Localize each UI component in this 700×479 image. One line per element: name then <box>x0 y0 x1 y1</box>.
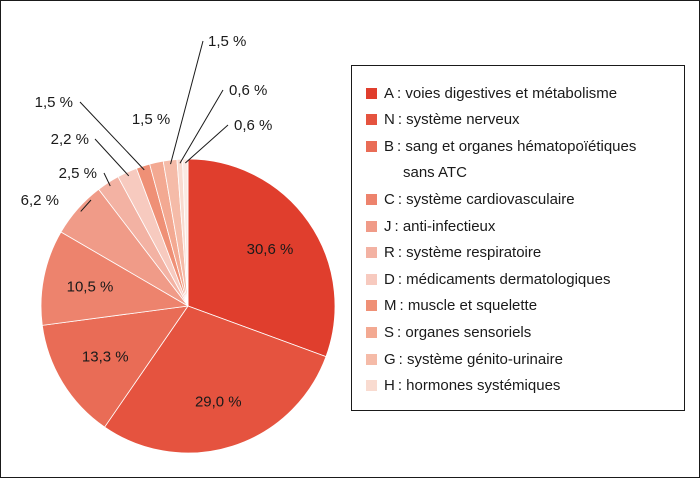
legend-label: : sang et organes hématopoïétiques <box>397 137 637 155</box>
legend-item-m: M: muscle et squelette <box>366 295 537 317</box>
leader-line-d <box>94 138 130 177</box>
legend-label: : système respiratoire <box>397 244 542 262</box>
legend-item-h: H: hormones systémiques <box>366 375 560 397</box>
legend-swatch <box>366 300 377 312</box>
legend-code: N <box>384 111 395 129</box>
leader-lines <box>79 40 229 212</box>
legend-code: A <box>384 84 395 102</box>
legend-item-b: B: sang et organes hématopoïétiques <box>366 135 636 157</box>
legend-item-g: G: système génito-urinaire <box>366 348 563 370</box>
pie-slice-b <box>41 305 189 428</box>
leader-line-extra <box>184 124 229 164</box>
legend-code: H <box>384 377 395 395</box>
legend-swatch <box>366 220 377 232</box>
legend-code: B <box>384 137 395 155</box>
slice-label-m: 1,5 % <box>35 94 73 111</box>
legend-code: G <box>384 350 396 368</box>
slice-label-a: 30,6 % <box>247 241 294 258</box>
legend-swatch <box>366 273 377 285</box>
legend-swatch <box>366 380 377 392</box>
legend-item-c: C: système cardiovasculaire <box>366 188 575 210</box>
pie-slice-a <box>187 158 336 358</box>
legend-label: : médicaments dermatologiques <box>397 270 611 288</box>
legend-item-j: J: anti-infectieux <box>366 215 495 237</box>
legend-code: R <box>384 244 395 262</box>
legend-item-n: N: système nerveux <box>366 109 520 131</box>
legend-code: D <box>384 270 395 288</box>
legend-code: S <box>384 323 395 341</box>
slice-label-b: 13,3 % <box>82 349 129 366</box>
slice-labels: 30,6 % 29,0 % 13,3 % 10,5 % 6,2 %2,5 % 2,2 % 1… <box>21 33 294 410</box>
legend-swatch <box>366 140 377 152</box>
pie-slice-c <box>40 231 190 326</box>
slice-label-h: 0,6 % <box>229 82 267 99</box>
legend-swatch <box>366 193 377 205</box>
legend-item-a: A: voies digestives et métabolisme <box>366 82 617 104</box>
legend-label: : voies digestives et métabolisme <box>397 84 618 102</box>
slice-label-extra: 0,6 % <box>234 117 272 134</box>
slice-label-r: 2,5 % <box>59 165 97 182</box>
pie-slice-n <box>104 305 327 454</box>
slice-label-c: 10,5 % <box>67 278 114 295</box>
slice-label-j: 6,2 % <box>21 192 59 209</box>
legend-code: C <box>384 190 395 208</box>
legend-label: : système nerveux <box>397 111 520 129</box>
legend-label: : organes sensoriels <box>397 323 532 341</box>
legend-swatch <box>366 247 377 259</box>
legend-label: : hormones systémiques <box>397 377 561 395</box>
slice-label-s: 1,5 % <box>132 111 170 128</box>
slice-label-d: 2,2 % <box>51 131 89 148</box>
leader-line-r <box>103 172 111 187</box>
legend-swatch <box>366 326 377 338</box>
legend-swatch <box>366 114 377 126</box>
slice-label-g: 1,5 % <box>208 33 246 50</box>
legend-item-d: D: médicaments dermatologiques <box>366 268 610 290</box>
legend-swatch <box>366 87 377 99</box>
leader-line-j <box>80 199 92 212</box>
leader-line-m <box>79 101 145 171</box>
legend-label: : système génito-urinaire <box>398 350 563 368</box>
legend-swatch <box>366 353 377 365</box>
legend-item-r: R: système respiratoire <box>366 242 541 264</box>
leader-line-h <box>179 89 224 164</box>
legend-label: : muscle et squelette <box>399 297 538 315</box>
legend-item-s: S: organes sensoriels <box>366 321 531 343</box>
legend-label: : anti-infectieux <box>394 217 496 235</box>
leader-line-g <box>170 40 204 165</box>
legend: A: voies digestives et métabolisme N: sys… <box>351 65 685 411</box>
legend-code: M <box>384 297 397 315</box>
slice-label-n: 29,0 % <box>195 393 242 410</box>
legend-label: : système cardiovasculaire <box>397 190 575 208</box>
legend-label-continuation: sans ATC <box>403 164 467 182</box>
legend-code: J <box>384 217 392 235</box>
pie-slices <box>40 158 336 454</box>
